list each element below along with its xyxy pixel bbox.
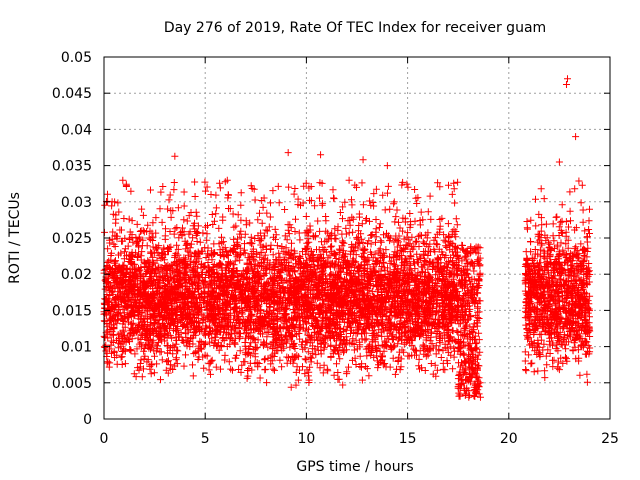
y-tick-label: 0.01 <box>61 340 92 356</box>
x-axis: 0 5 10 15 20 25 <box>100 57 619 447</box>
notable-point <box>563 75 571 83</box>
y-tick-label: 0.05 <box>61 50 92 66</box>
y-tick-label: 0.025 <box>52 231 92 247</box>
notable-point <box>555 158 563 166</box>
y-tick-label: 0.005 <box>52 376 92 392</box>
y-axis-label: ROTI / TECUs <box>7 192 23 284</box>
notable-point <box>359 156 367 164</box>
notable-point <box>171 152 179 160</box>
y-tick-label: 0.02 <box>61 267 92 283</box>
x-tick-label: 10 <box>297 431 315 447</box>
x-tick-label: 20 <box>500 431 518 447</box>
notable-point <box>317 151 325 159</box>
y-tick-label: 0.03 <box>61 195 92 211</box>
y-tick-label: 0 <box>83 412 92 428</box>
y-axis: 0 0.005 0.01 0.015 0.02 0.025 0.03 0.035 0.04 0.0… <box>52 50 610 428</box>
x-tick-label: 5 <box>201 431 210 447</box>
y-tick-label: 0.035 <box>52 159 92 175</box>
notable-point <box>383 162 391 170</box>
y-tick-label: 0.04 <box>61 122 92 138</box>
x-tick-label: 0 <box>100 431 109 447</box>
y-tick-label: 0.045 <box>52 86 92 102</box>
notable-point <box>476 393 484 401</box>
x-tick-label: 15 <box>399 431 417 447</box>
data-points <box>100 75 594 401</box>
notable-point <box>572 133 580 141</box>
scatter-cloud <box>100 176 594 401</box>
x-axis-label: GPS time / hours <box>296 459 413 475</box>
notable-point <box>284 149 292 157</box>
y-tick-label: 0.015 <box>52 303 92 319</box>
chart-title: Day 276 of 2019, Rate Of TEC Index for r… <box>164 20 546 36</box>
notable-point <box>562 81 570 89</box>
x-tick-label: 25 <box>601 431 619 447</box>
